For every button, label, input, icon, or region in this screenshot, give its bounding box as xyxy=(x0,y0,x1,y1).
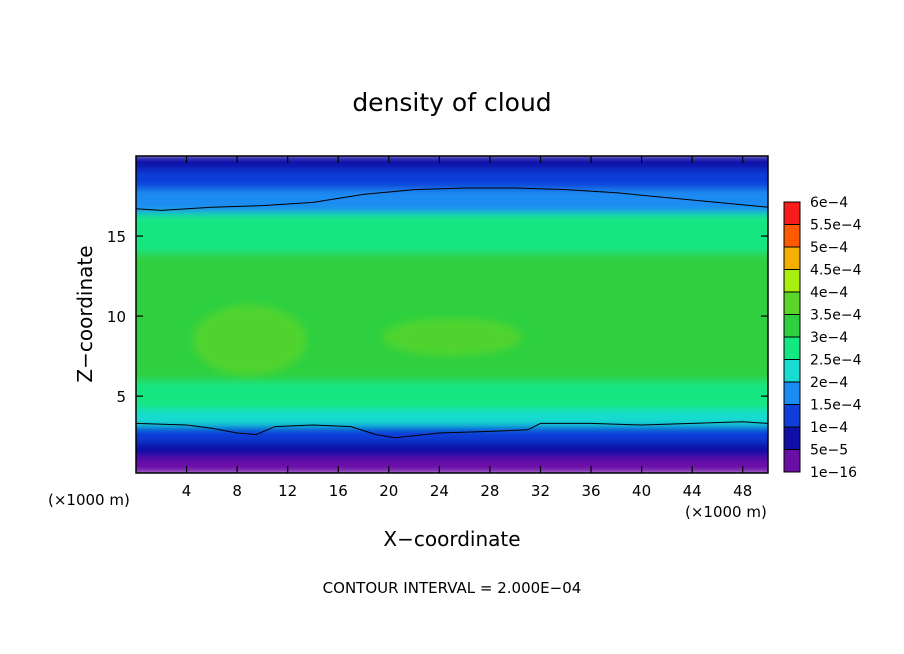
density-field xyxy=(136,156,768,473)
colorbar-swatch xyxy=(784,382,800,405)
colorbar-swatch xyxy=(784,449,800,472)
colorbar-swatch xyxy=(784,314,800,337)
x-tick-label: 48 xyxy=(733,482,752,500)
density-highlight xyxy=(382,317,522,357)
chart-title: density of cloud xyxy=(352,88,551,117)
colorbar-swatch xyxy=(784,224,800,247)
colorbar-swatch xyxy=(784,427,800,450)
colorbar-swatch xyxy=(784,404,800,427)
density-band xyxy=(136,187,768,214)
colorbar-label: 1.5e−4 xyxy=(810,398,862,414)
x-tick-label: 44 xyxy=(683,482,702,500)
colorbar: 1e−16 5e−5 1e−4 1.5e−4 2e−4 2.5e−4 3e−4 3.5e−4 4… xyxy=(783,195,862,481)
y-tick-label: 15 xyxy=(107,228,126,246)
density-band xyxy=(136,251,768,310)
density-highlights xyxy=(192,304,522,376)
colorbar-label: 5.5e−4 xyxy=(810,218,862,234)
colorbar-label: 6e−4 xyxy=(810,195,848,211)
plot-frame xyxy=(135,155,769,474)
x-unit-label: (×1000 m) xyxy=(685,503,767,521)
x-tick-label: 4 xyxy=(182,482,192,500)
contour-interval-note: CONTOUR INTERVAL = 2.000E−04 xyxy=(323,579,582,597)
colorbar-label: 4e−4 xyxy=(810,285,848,301)
density-band xyxy=(136,379,768,410)
contour-lines xyxy=(136,187,768,439)
density-band xyxy=(136,455,768,473)
colorbar-swatch xyxy=(784,202,800,225)
colorbar-swatch xyxy=(784,359,800,382)
colorbar-label: 1e−4 xyxy=(810,420,848,436)
density-band xyxy=(136,211,768,254)
x-axis-ticks: 4 8 12 16 20 24 28 32 36 40 44 48 xyxy=(182,156,752,500)
colorbar-label: 1e−16 xyxy=(810,465,857,481)
density-band xyxy=(136,156,768,170)
contour-line xyxy=(136,421,768,439)
x-tick-label: 32 xyxy=(531,482,550,500)
density-highlight xyxy=(192,304,307,376)
y-axis-ticks: 5 10 15 xyxy=(107,228,768,406)
colorbar-label: 2.5e−4 xyxy=(810,353,862,369)
y-axis-label: Z−coordinate xyxy=(73,245,97,382)
colorbar-label: 3.5e−4 xyxy=(810,308,862,324)
density-band xyxy=(136,167,768,190)
y-unit-label: (×1000 m) xyxy=(48,491,130,509)
x-tick-label: 20 xyxy=(379,482,398,500)
density-band xyxy=(136,407,768,426)
colorbar-swatch xyxy=(784,337,800,360)
colorbar-label: 5e−5 xyxy=(810,443,848,459)
contour-line xyxy=(136,187,768,211)
x-tick-label: 36 xyxy=(581,482,600,500)
x-tick-label: 8 xyxy=(232,482,242,500)
colorbar-swatch xyxy=(784,292,800,315)
colorbar-label: 4.5e−4 xyxy=(810,263,862,279)
y-tick-label: 10 xyxy=(107,308,126,326)
density-band xyxy=(136,439,768,458)
colorbar-swatch xyxy=(784,247,800,270)
x-tick-label: 12 xyxy=(278,482,297,500)
colorbar-swatch xyxy=(784,269,800,292)
y-tick-label: 5 xyxy=(116,388,126,406)
x-axis-label: X−coordinate xyxy=(383,527,520,551)
colorbar-label: 3e−4 xyxy=(810,330,848,346)
x-tick-label: 40 xyxy=(632,482,651,500)
x-tick-label: 28 xyxy=(480,482,499,500)
x-tick-label: 16 xyxy=(329,482,348,500)
x-tick-label: 24 xyxy=(430,482,449,500)
colorbar-label: 2e−4 xyxy=(810,375,848,391)
colorbar-label: 5e−4 xyxy=(810,240,848,256)
